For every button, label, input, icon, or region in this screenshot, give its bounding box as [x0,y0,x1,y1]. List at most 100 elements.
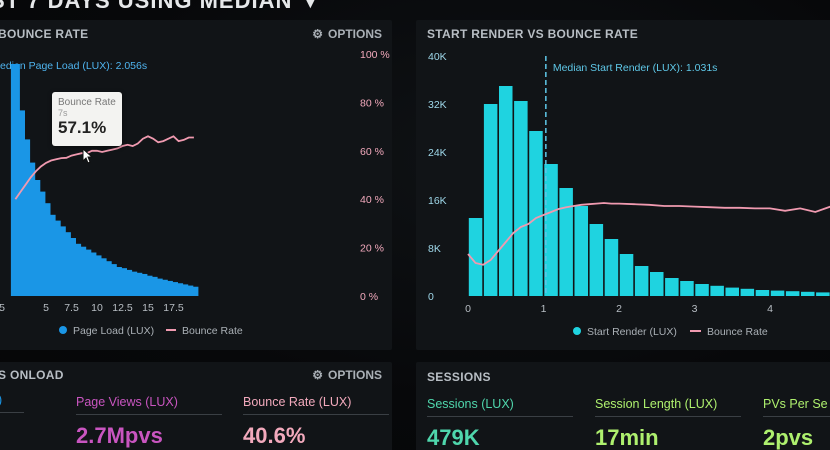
mouse-cursor-icon [82,148,94,164]
page-load-bar [158,279,168,296]
page-load-bar [10,64,20,296]
page-load-bar [133,272,143,296]
start-render-bar [559,188,573,296]
page-load-bar [148,276,158,296]
chart-legend: Page Load (LUX) Bounce Rate [59,325,243,337]
page-title: ST 7 DAYS USING MEDIAN ▼ [0,0,323,13]
page-load-bar [169,282,178,296]
panel-header: START RENDER VS BOUNCE RATE [416,20,830,46]
y-axis-tick-label: 40 % [360,194,384,206]
page-load-bar [36,191,46,296]
page-load-bar [174,283,184,296]
legend-start-render-label: Start Render (LUX) [587,326,677,338]
metric-value: 40.6% [243,423,306,448]
start-render-bar [483,104,498,296]
page-load-bar [92,255,102,296]
bounce-rate-chart: edian Page Load (LUX): 2.056s 100 % 80 % 6… [0,49,390,337]
page-load-bar [189,286,199,296]
start-render-bar [785,291,800,296]
chart-tooltip: Bounce Rate 7s 57.1% [52,92,122,146]
page-load-bar [123,269,133,296]
gear-icon: ⚙ [312,27,323,41]
x-axis-tick-label: 7.5 [64,302,79,314]
metric-label: Session Length (LUX) [595,397,718,411]
page-load-bar [56,226,66,296]
page-load-bar [21,139,31,296]
page-load-bar [41,203,51,296]
metric-bounce-rate: Bounce Rate (LUX) 40.6% [243,395,389,449]
bounce-rate-line [14,135,194,200]
legend-bounce-rate-label: Bounce Rate [182,325,243,337]
y-axis-tick-label: 40K [428,51,447,63]
page-load-bar [46,214,56,296]
page-load-bar [138,273,148,296]
start-render-bar [619,254,634,296]
start-render-chart: 0 8K 16K 24K 32K 40K Median Start Render (LUX… [428,51,830,338]
page-load-bar [31,180,41,296]
median-label: Median Start Render (LUX): 1.031s [553,62,718,74]
page-load-bar [72,243,82,296]
start-render-bar [816,292,830,296]
page-load-bar [128,271,138,296]
start-render-bar [529,131,543,296]
metric-label: Sessions (LUX) [427,397,514,411]
page-load-bar [77,246,87,296]
legend-page-load-marker [59,326,67,334]
metric-value: 2pvs [763,425,814,450]
chart-legend: Start Render (LUX) Bounce Rate [573,326,768,338]
y-axis-tick-label: 80 % [360,97,384,109]
start-render-bar [665,278,679,296]
y-axis-tick-label: 24K [428,147,447,159]
metric-value: 17min [595,425,659,450]
gear-icon: ⚙ [312,368,323,382]
x-axis-tick-label: 12.5 [112,302,133,314]
onload-panel: S ONLOAD ⚙ OPTIONS [0,362,392,450]
x-axis-tick-label: 1 [541,303,547,315]
tooltip-value: 57.1% [58,118,107,137]
start-render-bar [695,284,709,296]
start-render-bar [589,224,604,296]
start-render-bar [680,281,694,296]
x-axis-tick-label: 17.5 [163,302,184,314]
x-axis-tick-label: 4 [767,303,773,315]
page-load-bar [179,284,189,296]
panel-title: S ONLOAD [0,368,64,382]
start-render-bar [801,291,815,296]
metric-pvs-per-session: PVs Per Se 2pvs [763,397,830,450]
start-render-bar [755,290,770,296]
y-axis-tick-label: 0 % [360,291,378,303]
bounce-rate-line [467,202,830,266]
page-load-bar [112,267,122,296]
metric-label: Bounce Rate (LUX) [243,395,352,409]
legend-bounce-rate-label: Bounce Rate [707,326,768,338]
sessions-panel: SESSIONS [416,362,830,450]
panel-title: SESSIONS [427,370,491,384]
start-render-bar [710,285,724,296]
start-render-bar [499,86,513,296]
y-axis-tick-label: 8K [428,243,441,255]
start-render-bar [574,206,588,296]
tooltip-label: Bounce Rate [58,97,116,108]
metric-session-length: Session Length (LUX) 17min [595,397,741,450]
y-axis-tick-label: 0 [428,291,434,303]
start-render-bar [544,164,558,296]
y-axis-tick-label: 100 % [360,49,390,61]
page-load-bar [16,110,25,297]
page-load-bar [67,238,76,296]
options-button[interactable]: ⚙ OPTIONS [312,27,382,41]
page-load-bar [184,285,194,296]
legend-page-load-label: Page Load (LUX) [73,325,154,337]
metric-label: PVs Per Se [763,397,828,411]
metric-value: 2.7Mpvs [76,423,163,448]
metric-page-views: Page Views (LUX) 2.7Mpvs [76,395,222,449]
x-axis-tick-label: 0 [465,303,471,315]
y-axis-tick-label: 20 % [360,243,384,255]
median-label: edian Page Load (LUX): 2.056s [0,60,147,72]
page-load-bar [51,220,61,296]
x-axis-tick-label: 15 [142,302,154,314]
page-load-bar [102,261,112,296]
start-render-bar [634,266,649,296]
y-axis-tick-label: 60 % [360,146,384,158]
options-button[interactable]: ⚙ OPTIONS [312,368,382,382]
